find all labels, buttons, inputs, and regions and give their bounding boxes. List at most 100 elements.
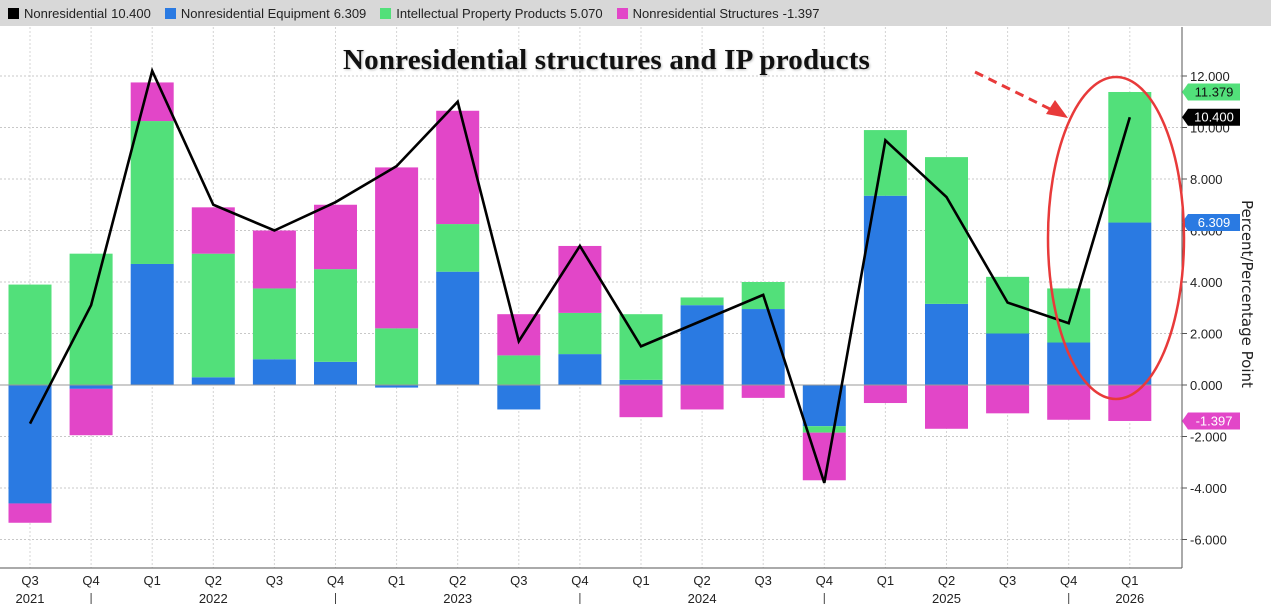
y-axis-label: Percent/Percentage Point: [1238, 200, 1256, 388]
bar-nonresidential-structures: [375, 167, 419, 329]
bar-intellectual-property-products: [986, 276, 1030, 334]
y-tick-label: -2.000: [1190, 430, 1227, 445]
x-tick-label: Q4: [1060, 573, 1077, 588]
annotation-arrow-head: [1046, 100, 1068, 118]
bar-nonresidential-equipment: [1108, 222, 1152, 385]
x-tick-label: Q1: [144, 573, 161, 588]
legend-swatch: [164, 7, 176, 19]
value-tag: [1182, 83, 1240, 101]
legend-label: Nonresidential: [24, 5, 108, 21]
bar-nonresidential-equipment: [741, 309, 785, 385]
y-tick-label: -4.000: [1190, 481, 1227, 496]
value-tag: [1182, 214, 1240, 232]
legend-swatch: [616, 7, 628, 19]
bar-nonresidential-equipment: [497, 385, 541, 410]
legend-label: Intellectual Property Products: [396, 5, 567, 21]
bar-nonresidential-structures: [680, 385, 724, 410]
bar-nonresidential-equipment: [252, 359, 296, 385]
legend-value: 6.309: [333, 5, 367, 21]
highlight-ellipse: [1046, 75, 1186, 401]
bar-nonresidential-equipment: [314, 361, 357, 385]
bar-intellectual-property-products: [802, 426, 846, 433]
bar-nonresidential-equipment: [619, 379, 663, 385]
x-year-label: 2022: [199, 591, 228, 606]
chart-annotation: Nonresidential structures and IP product…: [343, 44, 871, 76]
bar-intellectual-property-products: [191, 253, 235, 378]
value-tag-label: -1.397: [1196, 413, 1233, 428]
bar-nonresidential-equipment: [191, 377, 235, 385]
x-tick-label: Q3: [755, 573, 772, 588]
bar-nonresidential-structures: [558, 245, 602, 313]
x-tick-label: Q2: [449, 573, 466, 588]
bar-nonresidential-structures: [252, 230, 296, 289]
bar-intellectual-property-products: [69, 253, 113, 385]
y-tick-label: 2.000: [1190, 327, 1223, 342]
legend-swatch: [8, 7, 19, 19]
bar-nonresidential-structures: [925, 385, 968, 429]
bar-nonresidential-structures: [1108, 385, 1152, 421]
bar-nonresidential-equipment: [130, 263, 174, 385]
legend-swatch: [380, 7, 392, 19]
x-tick-label: Q1: [388, 573, 405, 588]
bar-intellectual-property-products: [436, 224, 480, 272]
bar-intellectual-property-products: [497, 355, 541, 385]
x-year-label: 2026: [1115, 591, 1144, 606]
bar-nonresidential-equipment: [986, 333, 1030, 385]
x-tick-label: Q3: [999, 573, 1016, 588]
bar-intellectual-property-products: [558, 312, 602, 355]
bar-intellectual-property-products: [252, 288, 296, 360]
value-tag-label: 10.400: [1194, 110, 1234, 125]
x-tick-label: Q3: [21, 573, 38, 588]
x-tick-label: Q1: [632, 573, 649, 588]
bar-nonresidential-equipment: [925, 303, 968, 385]
x-year-label: 2023: [443, 591, 472, 606]
legend-item-structures[interactable]: Nonresidential Structures -1.397: [616, 6, 820, 21]
legend-item-ip-products[interactable]: Intellectual Property Products 5.070: [380, 5, 603, 21]
bar-intellectual-property-products: [375, 328, 419, 385]
bar-nonresidential-structures: [986, 385, 1030, 414]
bar-nonresidential-equipment: [69, 385, 113, 389]
x-tick-label: Q4: [571, 573, 588, 588]
bar-nonresidential-structures: [1047, 385, 1091, 420]
bar-nonresidential-structures: [191, 207, 235, 254]
x-tick-label: Q1: [1121, 573, 1138, 588]
legend-bar: Nonresidential 10.400 Nonresidential Equ…: [0, 0, 1271, 26]
x-tick-label: Q2: [693, 573, 710, 588]
x-tick-label: Q4: [816, 573, 833, 588]
bar-nonresidential-equipment: [436, 271, 480, 385]
x-tick-label: Q1: [877, 573, 894, 588]
x-tick-label: Q3: [266, 573, 283, 588]
y-tick-label: -6.000: [1190, 533, 1227, 548]
x-tick-label: Q4: [82, 573, 99, 588]
legend-item-equipment[interactable]: Nonresidential Equipment 6.309: [164, 5, 367, 21]
x-year-label: 2025: [932, 591, 961, 606]
x-tick-label: Q2: [938, 573, 955, 588]
x-year-label: 2021: [16, 591, 45, 606]
bar-nonresidential-structures: [619, 385, 663, 418]
legend-value: 5.070: [570, 5, 603, 21]
legend-value: 10.400: [111, 5, 151, 21]
line-nonresidential: [28, 66, 1132, 484]
x-tick-label: Q4: [327, 573, 344, 588]
value-tag-label: 6.309: [1198, 215, 1231, 230]
bar-nonresidential-structures: [314, 204, 357, 270]
value-tag-label: 11.379: [1195, 84, 1234, 99]
bar-intellectual-property-products: [1047, 288, 1091, 343]
value-tag: [1182, 412, 1240, 430]
bar-nonresidential-structures: [497, 314, 541, 356]
bar-nonresidential-equipment: [680, 305, 724, 385]
y-tick-label: 12.000: [1190, 69, 1230, 84]
y-tick-label: 0.000: [1190, 378, 1223, 393]
bar-intellectual-property-products: [1108, 91, 1152, 223]
bar-nonresidential-structures: [436, 110, 480, 225]
bar-intellectual-property-products: [314, 269, 357, 362]
y-tick-label: 8.000: [1190, 172, 1223, 187]
bar-nonresidential-structures: [8, 503, 52, 523]
bar-intellectual-property-products: [680, 297, 724, 306]
legend-item-nonresidential[interactable]: Nonresidential 10.400: [8, 6, 151, 21]
x-tick-label: Q2: [205, 573, 222, 588]
bar-intellectual-property-products: [8, 284, 52, 385]
x-tick-label: Q3: [510, 573, 527, 588]
